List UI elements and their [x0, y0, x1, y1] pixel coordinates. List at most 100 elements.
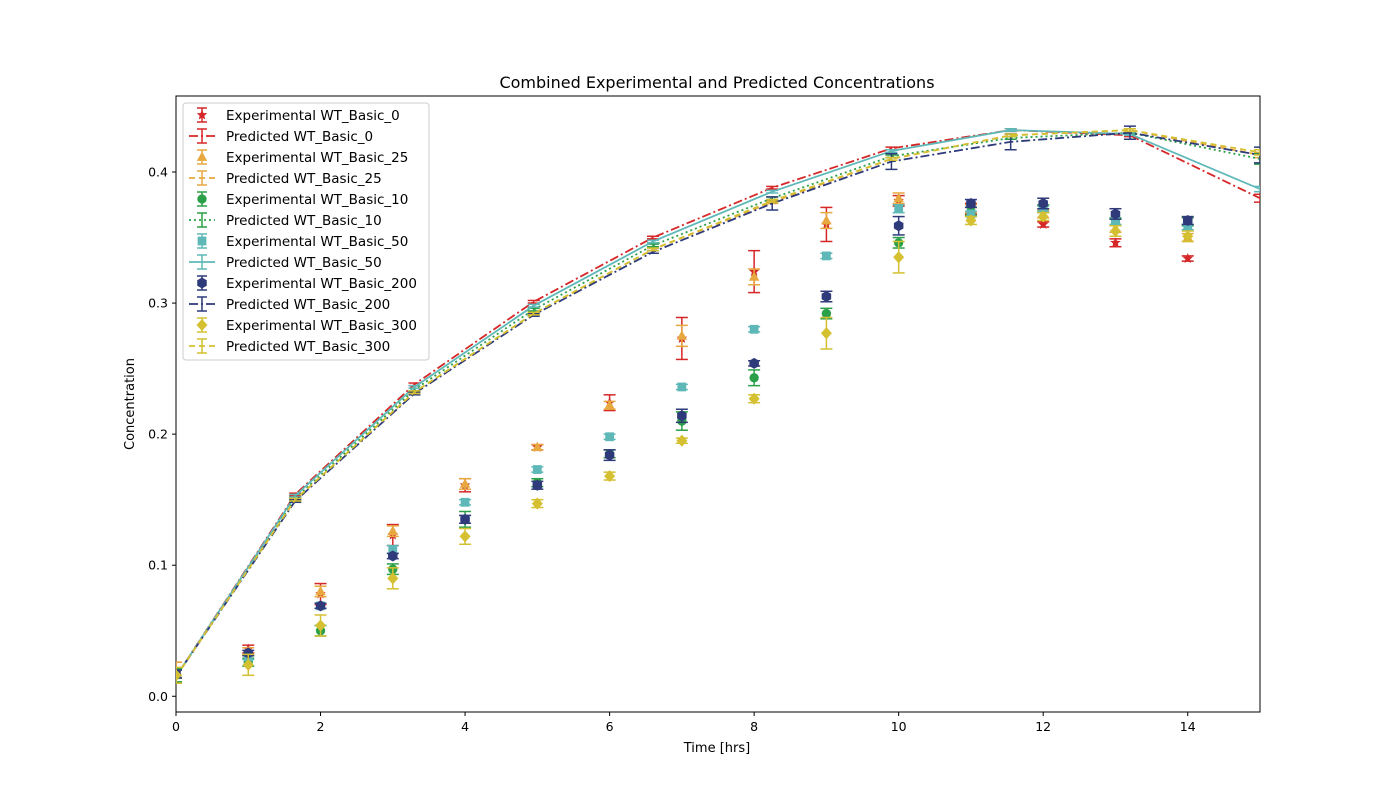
legend-label: Experimental WT_Basic_25	[226, 150, 408, 166]
experimental-marker	[820, 327, 832, 340]
legend-marker	[197, 277, 207, 289]
legend-label: Predicted WT_Basic_10	[226, 213, 382, 229]
predicted-series-11	[176, 128, 1260, 679]
experimental-point	[242, 653, 255, 677]
legend-label: Experimental WT_Basic_200	[226, 276, 417, 292]
experimental-point	[675, 434, 688, 447]
experimental-point	[314, 585, 327, 598]
y-tick-label: 0.0	[148, 689, 168, 704]
chart-title: Combined Experimental and Predicted Conc…	[499, 73, 934, 92]
legend-label: Predicted WT_Basic_50	[226, 255, 382, 271]
y-tick-label: 0.4	[148, 165, 168, 180]
experimental-marker	[1037, 218, 1049, 229]
legend-marker	[197, 236, 207, 246]
experimental-marker	[821, 215, 832, 225]
experimental-point	[459, 497, 472, 507]
experimental-marker	[315, 619, 327, 632]
predicted-point	[527, 311, 540, 316]
legend-item: Experimental WT_Basic_10	[197, 191, 408, 208]
legend-item: Predicted WT_Basic_0	[189, 128, 373, 145]
experimental-marker	[966, 197, 976, 209]
axes-frame	[175, 95, 1261, 713]
predicted-point	[766, 189, 779, 194]
predicted-line	[176, 129, 1260, 678]
predicted-point	[1004, 128, 1017, 133]
legend-item: Predicted WT_Basic_300	[189, 338, 390, 355]
experimental-marker	[1182, 253, 1193, 263]
experimental-marker	[243, 647, 254, 659]
legend-item: Experimental WT_Basic_50	[197, 233, 408, 250]
experimental-point	[675, 408, 688, 424]
experimental-point	[603, 470, 616, 483]
experimental-marker	[1109, 224, 1121, 238]
experimental-point	[531, 465, 544, 474]
predicted-point	[289, 497, 302, 502]
experimental-marker	[531, 497, 543, 510]
predicted-point	[1254, 148, 1260, 156]
experimental-marker	[1182, 230, 1194, 243]
experimental-point	[242, 647, 255, 659]
legend: Experimental WT_Basic_0 Predicted WT_Basi…	[182, 102, 430, 361]
experimental-point	[748, 392, 761, 405]
y-tick-label: 0.2	[148, 427, 168, 442]
experimental-marker	[1038, 197, 1048, 209]
experimental-point	[459, 513, 472, 525]
legend-item: Experimental WT_Basic_300	[196, 317, 417, 334]
experimental-marker	[676, 330, 688, 340]
experimental-point	[176, 666, 182, 684]
experimental-point	[386, 525, 399, 538]
legend-item: Experimental WT_Basic_0	[196, 107, 400, 124]
experimental-point	[748, 369, 761, 387]
experimental-marker	[387, 525, 399, 535]
experimental-marker	[821, 308, 832, 319]
legend-item: Predicted WT_Basic_50	[189, 254, 382, 271]
experimental-point	[1181, 253, 1194, 263]
y-tick-label: 0.3	[148, 296, 168, 311]
predicted-line	[176, 131, 1260, 678]
experimental-point	[603, 399, 616, 410]
experimental-point	[748, 324, 761, 334]
y-tick-label: 0.1	[148, 558, 168, 573]
experimental-marker	[894, 204, 904, 214]
experimental-point	[314, 600, 327, 612]
x-tick-label: 14	[1180, 719, 1196, 734]
experimental-point	[892, 240, 905, 274]
legend-marker	[196, 151, 208, 161]
predicted-point	[1254, 152, 1260, 165]
experimental-marker	[748, 392, 760, 405]
predicted-point	[1254, 185, 1260, 193]
legend-item: Predicted WT_Basic_200	[189, 296, 390, 313]
experimental-marker	[315, 585, 326, 596]
experimental-marker	[1110, 237, 1121, 248]
experimental-point	[675, 382, 688, 392]
experimental-error-bar	[176, 669, 182, 679]
experimental-point	[892, 204, 905, 214]
experimental-marker	[749, 373, 759, 383]
experimental-marker	[604, 470, 616, 483]
predicted-point	[885, 152, 898, 171]
experimental-marker	[459, 478, 471, 488]
experimental-marker	[459, 530, 471, 543]
experimental-point	[748, 357, 761, 369]
predicted-line	[176, 131, 1260, 678]
predicted-point	[646, 247, 659, 252]
experimental-point	[603, 449, 616, 462]
experimental-point	[820, 251, 833, 261]
experimental-marker	[677, 410, 687, 422]
experimental-point	[603, 432, 616, 442]
experimental-point	[675, 324, 688, 348]
predicted-point	[1254, 151, 1260, 159]
experimental-marker	[388, 545, 398, 554]
x-axis-label: Time [hrs]	[683, 741, 750, 756]
experimental-point	[1037, 210, 1050, 223]
experimental-series-10	[176, 210, 1194, 684]
experimental-marker	[605, 432, 614, 442]
experimental-marker	[387, 572, 399, 585]
legend-item: Predicted WT_Basic_25	[189, 170, 382, 187]
legend-label: Predicted WT_Basic_300	[226, 339, 390, 355]
experimental-marker	[460, 513, 470, 525]
experimental-marker	[460, 497, 470, 507]
experimental-point	[964, 197, 977, 209]
predicted-point	[1254, 146, 1260, 164]
